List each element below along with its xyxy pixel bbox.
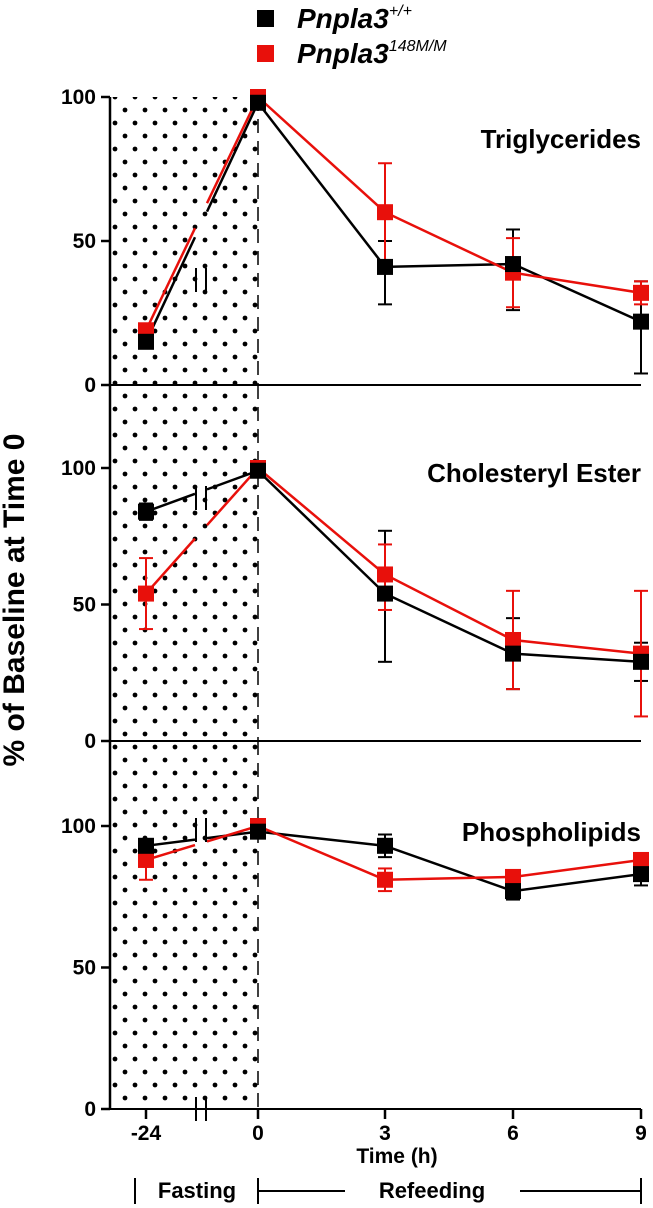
series-line (257, 830, 642, 893)
data-point-wt (633, 866, 649, 883)
x-tick-label: 6 (507, 1122, 519, 1145)
series-line-segment (145, 537, 196, 595)
panel-2: 0 50 100 Phospholipids (61, 741, 649, 1121)
series-line-segment (205, 96, 260, 204)
series-line (257, 96, 642, 295)
data-point-wt (138, 503, 154, 520)
data-point-wt (377, 837, 393, 854)
series-line-segment (205, 102, 260, 213)
refeeding-label: Refeeding (379, 1178, 485, 1203)
y-tick-label: 50 (73, 230, 96, 253)
panel-0: 0 50 100 Triglycerides (61, 86, 649, 397)
y-tick-label: 0 (84, 1098, 96, 1121)
data-point-mut (138, 585, 154, 602)
y-tick-label: 100 (61, 86, 96, 109)
y-tick-label: 0 (84, 730, 96, 753)
x-axis: -24 0 3 6 9 (131, 1097, 647, 1145)
data-point-mut (377, 871, 393, 888)
y-axis-label: % of Baseline at Time 0 (0, 434, 31, 767)
data-point-mut (505, 868, 521, 885)
data-point-wt (633, 653, 649, 670)
series-line-segment (145, 492, 196, 513)
series-line-segment (145, 838, 196, 848)
x-tick-label: 0 (252, 1122, 264, 1145)
series-line (257, 101, 642, 323)
y-tick-label: 0 (84, 374, 96, 397)
data-point-mut (633, 851, 649, 868)
y-tick-label: 100 (61, 457, 96, 480)
legend: Pnpla3+/+ Pnpla3148M/M (257, 3, 447, 69)
y-tick-label: 100 (61, 815, 96, 838)
data-point-wt (505, 883, 521, 900)
series-line-segment (144, 236, 197, 343)
legend-label-wt: Pnpla3+/+ (297, 3, 412, 34)
series-line-segment (206, 824, 259, 843)
series-line-segment (145, 843, 196, 862)
phase-annotations: Fasting Refeeding (134, 1178, 642, 1204)
data-point-mut (377, 566, 393, 583)
data-point-mut (377, 204, 393, 221)
data-point-wt (505, 256, 521, 273)
data-point-wt (138, 333, 154, 350)
y-tick-label: 50 (73, 594, 96, 617)
series-line-segment (206, 467, 259, 527)
data-point-wt (377, 585, 393, 602)
data-point-wt (250, 462, 266, 479)
fasting-label: Fasting (158, 1178, 236, 1203)
panel-title: Phospholipids (462, 817, 641, 847)
series-line-segment (144, 227, 197, 331)
panel-title: Cholesteryl Ester (427, 458, 641, 488)
series-line (257, 824, 642, 882)
data-point-mut (505, 631, 521, 648)
data-point-wt (377, 258, 393, 275)
data-point-wt (250, 94, 266, 111)
panels: 0 50 100 Triglycerides 0 50 100 Cholesteryl Est… (61, 86, 649, 1145)
data-point-wt (633, 313, 649, 330)
data-point-wt (505, 645, 521, 662)
data-point-wt (250, 823, 266, 840)
data-point-mut (138, 851, 154, 868)
x-tick-label: -24 (131, 1122, 162, 1145)
legend-label-mut: Pnpla3148M/M (297, 38, 447, 69)
panel-title: Triglycerides (481, 124, 641, 154)
legend-swatch-wt (257, 10, 274, 27)
series-line-segment (206, 469, 259, 491)
legend-swatch-mut (257, 45, 274, 62)
series-line (257, 469, 642, 664)
x-axis-label: Time (h) (356, 1145, 437, 1168)
data-point-wt (138, 837, 154, 854)
series-line (257, 467, 642, 655)
y-tick-label: 50 (73, 957, 96, 980)
x-tick-label: 9 (635, 1122, 647, 1145)
fasting-region (110, 97, 258, 1109)
panel-1: 0 50 100 Cholesteryl Ester (61, 385, 649, 753)
x-tick-label: 3 (379, 1122, 391, 1145)
data-point-mut (633, 284, 649, 301)
